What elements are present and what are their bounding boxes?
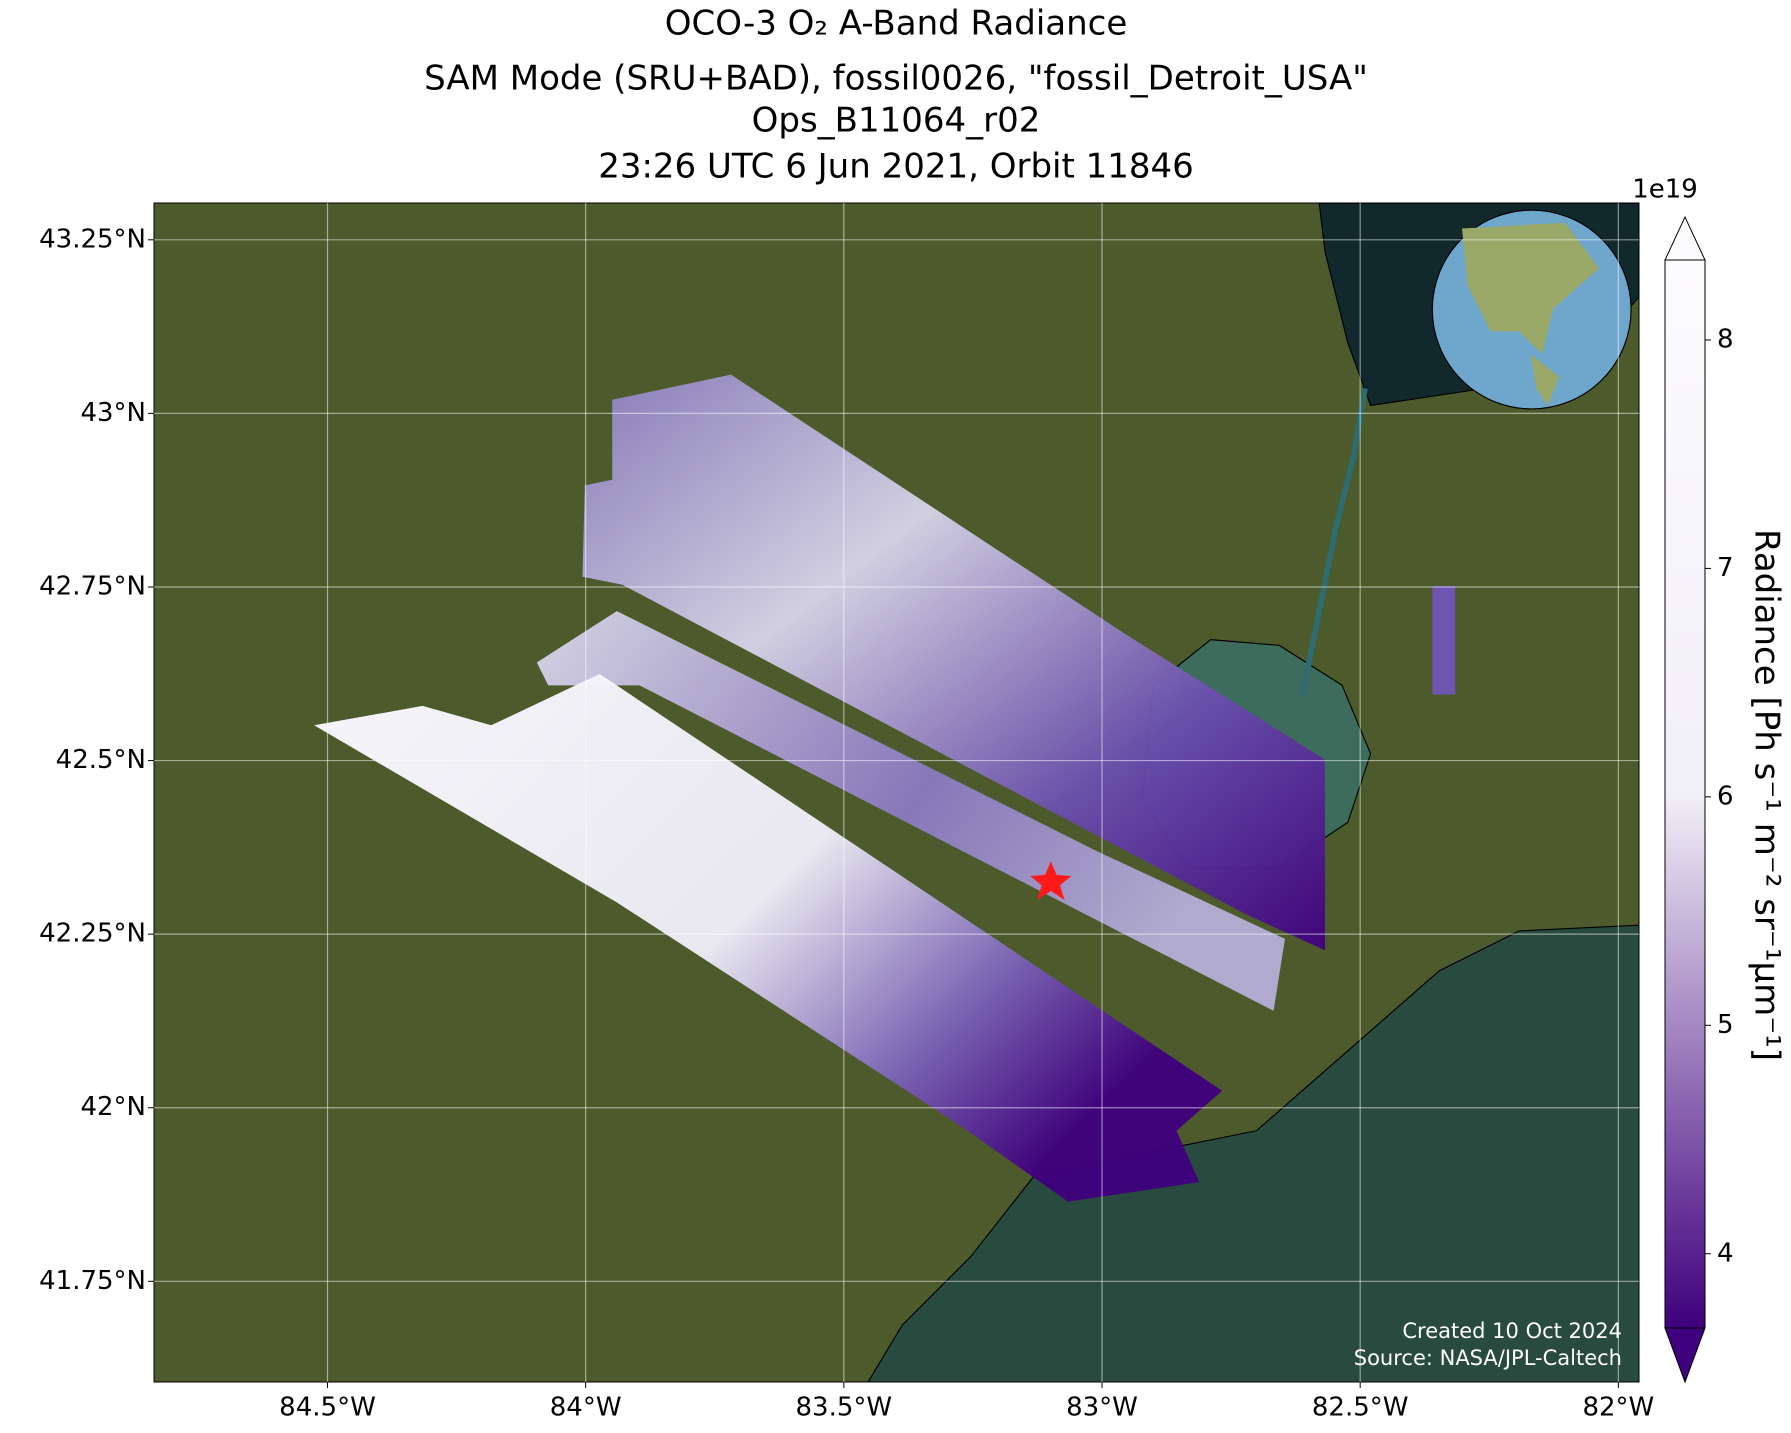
- credit: Created 10 Oct 2024: [1402, 1319, 1622, 1343]
- globe-land: [1462, 222, 1600, 355]
- swath: [1432, 585, 1456, 695]
- y-tick-label: 41.75°N: [39, 1266, 146, 1296]
- y-tick-label: 42°N: [80, 1092, 146, 1122]
- globe-land: [1530, 354, 1560, 406]
- colorbar-tick-label: 7: [1717, 553, 1734, 583]
- title-line: OCO-3 O₂ A-Band Radiance: [665, 4, 1128, 44]
- map-area: [154, 203, 1639, 1382]
- colorbar-tick-label: 6: [1717, 781, 1734, 811]
- swath: [536, 611, 1285, 1011]
- basemap: [154, 203, 1639, 1382]
- x-tick-label: 84.5°W: [279, 1393, 376, 1423]
- x-tick-label: 83°W: [1066, 1393, 1138, 1423]
- colorbar-tick-label: 4: [1717, 1238, 1734, 1268]
- y-tick-label: 42.5°N: [56, 745, 146, 775]
- title-line: Ops_B11064_r02: [752, 101, 1041, 141]
- swath: [314, 673, 1223, 1202]
- x-tick-label: 82°W: [1582, 1393, 1654, 1423]
- colorbar-tick-label: 5: [1717, 1010, 1734, 1040]
- credit: Source: NASA/JPL-Caltech: [1354, 1346, 1622, 1370]
- y-tick-label: 43°N: [80, 398, 146, 428]
- colorbar-offset: 1e19: [1632, 175, 1698, 205]
- title-line: SAM Mode (SRU+BAD), fossil0026, "fossil_…: [424, 59, 1368, 99]
- y-tick-label: 43.25°N: [39, 224, 146, 254]
- swath: [582, 374, 1325, 951]
- x-tick-label: 83.5°W: [796, 1393, 893, 1423]
- target-star: [1030, 861, 1072, 901]
- map-frame: [153, 202, 1640, 1383]
- y-tick-label: 42.75°N: [39, 571, 146, 601]
- title-line: 23:26 UTC 6 Jun 2021, Orbit 11846: [598, 147, 1194, 187]
- x-tick-label: 84°W: [550, 1393, 622, 1423]
- colorbar-arrow-high: [1664, 215, 1706, 261]
- colorbar-label: Radiance [Ph s⁻¹ m⁻² sr⁻¹μm⁻¹]: [1747, 529, 1787, 1061]
- colorbar-arrow-low: [1664, 1327, 1706, 1384]
- colorbar-tick-label: 8: [1717, 324, 1734, 354]
- st-clair-river: [1299, 387, 1368, 698]
- lake-erie: [867, 924, 1639, 1382]
- x-tick-label: 82.5°W: [1312, 1393, 1409, 1423]
- colorbar: [1664, 259, 1706, 1329]
- y-tick-label: 42.25°N: [39, 919, 146, 949]
